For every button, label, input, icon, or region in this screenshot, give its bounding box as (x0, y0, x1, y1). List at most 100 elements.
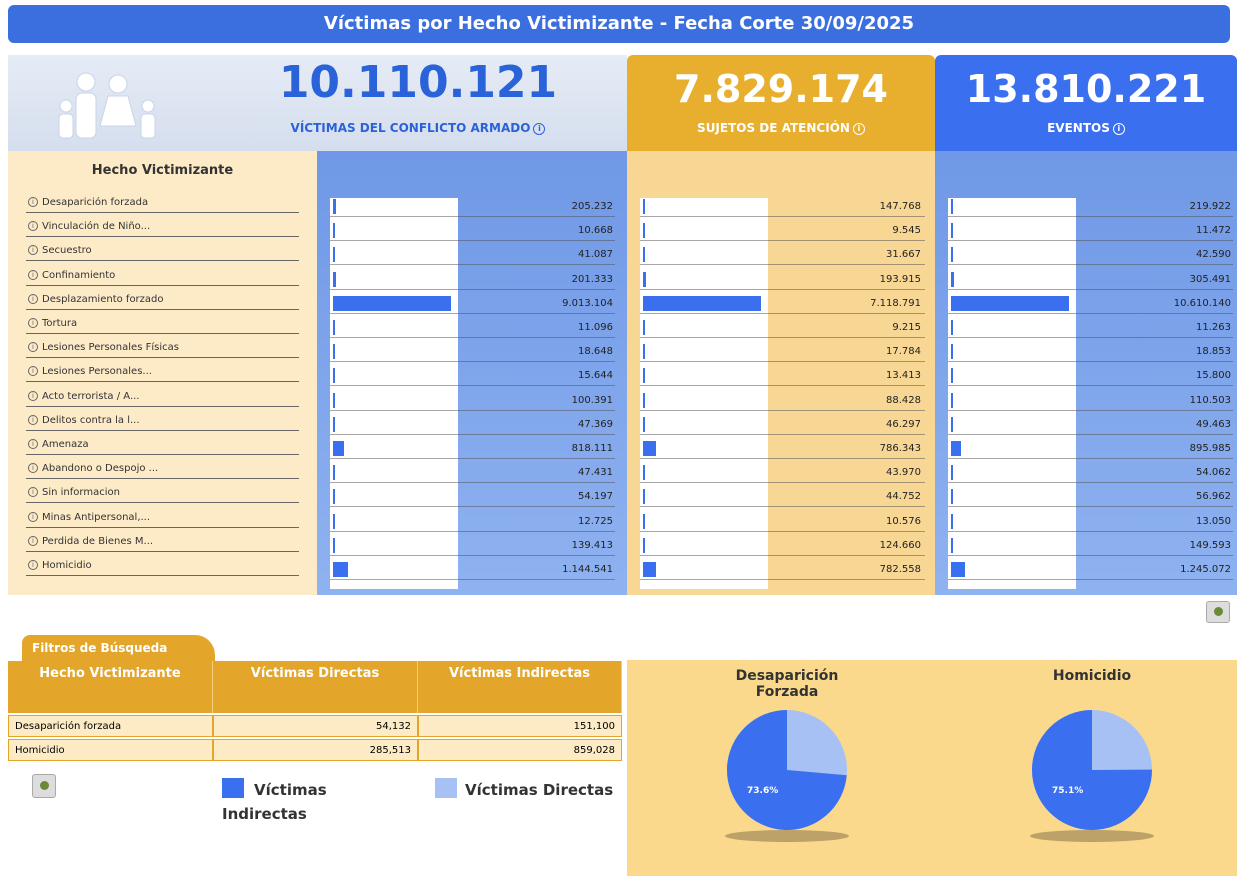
value-label: 54.197 (578, 491, 613, 503)
row-label: Homicidio (42, 560, 92, 571)
row-label: Acto terrorista / A... (42, 390, 140, 402)
value-label: 18.853 (1196, 346, 1231, 358)
bar (951, 441, 961, 456)
card: 7.829.174 SUJETOS DE ATENCIÓN i (627, 55, 935, 151)
bar (333, 199, 336, 214)
row-label: Desplazamiento forzado (42, 293, 164, 305)
value-label: 13.050 (1196, 515, 1231, 527)
value-label: 305.491 (1189, 273, 1231, 285)
shadow (1030, 830, 1154, 842)
legend-item: Víctimas Directas (435, 778, 635, 802)
row-label: Tortura (42, 318, 78, 329)
value-label: 219.922 (1189, 201, 1231, 212)
row-line (948, 216, 1233, 217)
row-line (330, 216, 615, 217)
pie-panel: Desaparición Forzada 73.6% Homicidio 75.1% (627, 660, 1237, 876)
bar (951, 537, 953, 553)
value-label: 139.413 (571, 539, 613, 551)
table-cell: 54,132 (213, 715, 418, 737)
card-label-wrap: VÍCTIMAS DEL CONFLICTO ARMADO i (188, 121, 648, 135)
row-line (330, 288, 615, 290)
value-label: 56.962 (1196, 491, 1231, 503)
value-label: 10.668 (578, 225, 613, 237)
bar (643, 392, 645, 408)
shadow (725, 830, 849, 842)
row-label: Lesiones Personales Físicas (42, 342, 179, 354)
row-line (948, 337, 1233, 338)
camera-icon[interactable] (32, 774, 56, 798)
value-label: 9.215 (892, 322, 921, 333)
row-line (948, 288, 1233, 290)
bar (643, 247, 645, 263)
bar (643, 513, 645, 529)
row-line (330, 458, 615, 459)
row-line (330, 264, 615, 266)
camera-icon[interactable] (1206, 601, 1230, 623)
value-label: 11.096 (578, 322, 613, 333)
row-line (330, 240, 615, 242)
value-label: 46.297 (886, 418, 921, 430)
row-line (948, 530, 1233, 532)
row-line (330, 530, 615, 532)
value-label: 18.648 (578, 346, 613, 358)
row-label-wrap: i Desplazamiento forzado (26, 290, 299, 310)
card: 13.810.221 EVENTOS i (935, 55, 1237, 151)
row-line (640, 506, 925, 508)
bar (333, 247, 335, 263)
value-label: 11.263 (1196, 322, 1231, 333)
list-panel: Hecho Victimizante i Desaparición forzada… (8, 151, 317, 595)
title: Víctimas por Hecho Victimizante - Fecha … (323, 13, 915, 34)
bar (951, 320, 953, 335)
table-header: Víctimas Indirectas (418, 661, 622, 713)
value-label: 12.725 (578, 515, 613, 527)
pie-slice (727, 710, 847, 830)
bar (333, 344, 335, 360)
table-cell: 859,028 (418, 739, 622, 761)
value-label: 42.590 (1196, 249, 1231, 261)
bar (333, 368, 335, 384)
bar (333, 537, 335, 553)
row-label-wrap: i Secuestro (26, 241, 299, 262)
bar (333, 223, 335, 239)
bar (333, 416, 335, 432)
pie-label: 75.1% (1052, 786, 1083, 796)
value-label: 43.970 (886, 467, 921, 479)
bar (951, 199, 954, 214)
row-line (330, 554, 615, 556)
value-label: 15.800 (1196, 370, 1231, 382)
row-line (640, 312, 925, 314)
row-label: Desaparición forzada (42, 197, 149, 208)
value-label: 193.915 (879, 273, 921, 285)
bar-box (948, 198, 1076, 590)
family-icon (58, 72, 156, 139)
bar (643, 441, 657, 456)
value-label: 15.644 (578, 370, 613, 382)
value-label: 17.784 (886, 346, 921, 358)
bar (643, 344, 645, 360)
value-label: 9.545 (892, 225, 921, 237)
row-line (948, 458, 1233, 459)
value-label: 1.245.072 (1180, 564, 1231, 575)
bar (333, 562, 348, 577)
bar (951, 344, 953, 360)
row-line (640, 216, 925, 217)
card: 10.110.121 VÍCTIMAS DEL CONFLICTO ARMADO… (8, 55, 627, 151)
row-label-wrap: i Confinamiento (26, 266, 299, 286)
row-line (948, 409, 1233, 411)
row-label: Vinculación de Niño... (42, 221, 151, 233)
value-label: 47.431 (578, 467, 613, 479)
bar (643, 368, 645, 384)
row-line (330, 579, 615, 580)
row-line (948, 385, 1233, 387)
table-cell: 151,100 (418, 715, 622, 737)
value-label: 1.144.541 (562, 564, 613, 575)
value-label: 895.985 (1189, 443, 1231, 454)
bar (951, 392, 953, 408)
value-label: 149.593 (1189, 539, 1231, 551)
pie-label: 73.6% (747, 786, 778, 796)
row-line (948, 482, 1233, 484)
row-label-wrap: i Sin informacion (26, 483, 299, 504)
filter-tab[interactable]: Filtros de Búsqueda (22, 635, 215, 661)
card-label-wrap: SUJETOS DE ATENCIÓN i (627, 121, 935, 135)
